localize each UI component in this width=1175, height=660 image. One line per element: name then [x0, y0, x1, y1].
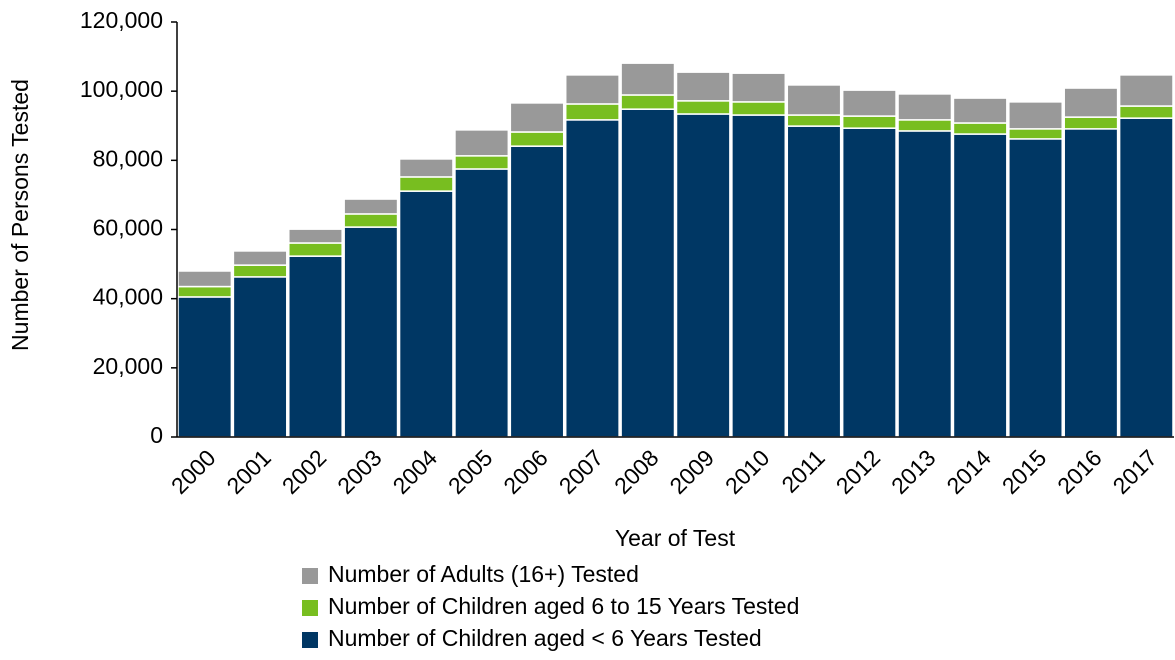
- x-tick-label: 2005: [443, 444, 498, 499]
- y-axis-label: Number of Persons Tested: [7, 79, 33, 351]
- bar-segment: [952, 133, 1008, 438]
- x-tick-label: 2015: [997, 444, 1052, 499]
- legend-label: Number of Children aged 6 to 15 Years Te…: [328, 593, 799, 619]
- bar-segment: [288, 242, 343, 257]
- bar-segment: [620, 94, 676, 110]
- bar-segment: [1118, 74, 1174, 107]
- bar-segment: [786, 125, 842, 438]
- bar-segment: [841, 127, 897, 438]
- x-tick-label: 2017: [1108, 444, 1163, 499]
- bar-segment: [177, 285, 233, 298]
- bar-segment: [509, 145, 565, 438]
- x-tick-label: 2002: [277, 444, 332, 499]
- bar-segment: [564, 74, 620, 105]
- y-tick-label: 120,000: [80, 7, 163, 33]
- bar-segment: [952, 97, 1008, 124]
- bar-segment: [897, 119, 953, 132]
- y-tick-label: 100,000: [80, 76, 163, 102]
- bar-segment: [288, 228, 343, 244]
- x-tick-label: 2011: [776, 444, 829, 497]
- bar-segment: [232, 250, 288, 266]
- legend-swatch: [302, 568, 318, 584]
- x-tick-label: 2013: [886, 444, 941, 499]
- bar-segment: [564, 103, 620, 121]
- bar-segment: [509, 131, 565, 147]
- bar-segment: [1008, 101, 1063, 130]
- x-tick-label: 2003: [332, 444, 387, 499]
- bar-segment: [1118, 105, 1174, 119]
- bar-segment: [841, 115, 897, 129]
- bar-segment: [509, 102, 565, 133]
- y-tick-label: 20,000: [93, 353, 163, 379]
- bar-segment: [564, 119, 620, 438]
- bar-segment: [398, 176, 454, 192]
- bar-segment: [731, 72, 787, 103]
- y-tick-label: 60,000: [93, 215, 163, 241]
- bar-segment: [343, 198, 399, 215]
- y-tick-label: 80,000: [93, 145, 163, 171]
- legend-swatch: [302, 600, 318, 616]
- bar-segment: [731, 101, 787, 116]
- bar-segment: [786, 114, 842, 127]
- bar-segment: [1063, 116, 1119, 130]
- bar-segment: [454, 129, 510, 157]
- bar-segment: [1118, 117, 1174, 438]
- x-tick-label: 2010: [720, 444, 775, 499]
- x-tick-label: 2016: [1052, 444, 1107, 499]
- x-tick-label: 2004: [388, 444, 443, 499]
- bar-segment: [1063, 87, 1119, 118]
- x-tick-label: 2000: [166, 444, 221, 499]
- bar-segment: [1008, 128, 1063, 140]
- y-tick-label: 0: [150, 422, 163, 448]
- x-axis-label: Year of Test: [615, 525, 736, 551]
- y-tick-label: 40,000: [93, 284, 163, 310]
- bar-segment: [841, 89, 897, 117]
- bar-segment: [398, 190, 454, 438]
- legend-swatch: [302, 632, 318, 648]
- bar-segment: [232, 264, 288, 278]
- bar-segment: [786, 84, 842, 116]
- x-tick-label: 2008: [609, 444, 664, 499]
- legend-label: Number of Children aged < 6 Years Tested: [328, 625, 762, 651]
- bar-segment: [731, 114, 787, 438]
- bar-segment: [454, 168, 510, 438]
- bar-segment: [177, 296, 233, 438]
- bar-segment: [343, 213, 399, 228]
- bar-segment: [675, 100, 731, 115]
- bar-segment: [1063, 128, 1119, 438]
- x-tick-label: 2007: [554, 444, 609, 499]
- x-tick-label: 2009: [664, 444, 719, 499]
- bar-segment: [343, 226, 399, 438]
- bar-segment: [620, 108, 676, 438]
- legend-label: Number of Adults (16+) Tested: [328, 561, 639, 587]
- bar-segment: [232, 276, 288, 438]
- bar-segment: [675, 113, 731, 438]
- bar-segment: [952, 122, 1008, 135]
- bar-segment: [897, 130, 953, 438]
- x-tick-label: 2014: [941, 444, 996, 499]
- bar-segment: [1008, 138, 1063, 438]
- bar-segment: [620, 62, 676, 96]
- x-tick-label: 2006: [498, 444, 553, 499]
- bar-segment: [675, 71, 731, 102]
- bar-segment: [454, 155, 510, 170]
- bar-segment: [897, 93, 953, 121]
- x-tick-label: 2012: [831, 444, 886, 499]
- bar-segment: [177, 270, 233, 288]
- bar-segment: [398, 158, 454, 178]
- x-tick-label: 2001: [221, 444, 276, 499]
- bar-segment: [288, 255, 343, 438]
